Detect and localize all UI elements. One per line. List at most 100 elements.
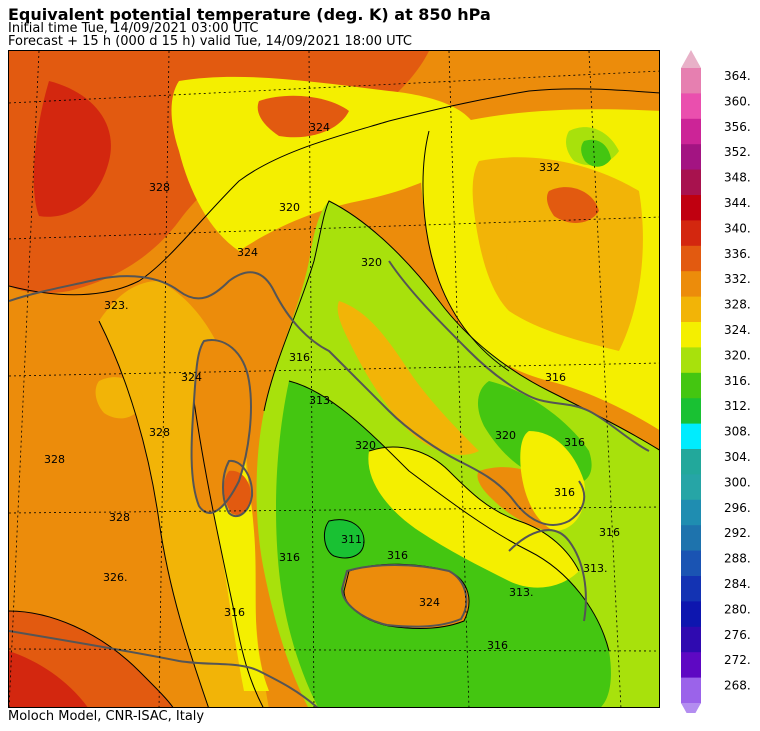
coastline <box>340 564 468 628</box>
legend-level-label: 304. <box>724 450 751 464</box>
legend-level-label: 344. <box>724 196 751 210</box>
legend-level-label: 352. <box>724 145 751 159</box>
legend-swatch <box>681 68 701 94</box>
contour-label: 323. <box>104 299 129 312</box>
contour-line <box>422 130 510 372</box>
legend-swatch <box>681 449 701 475</box>
contour-label: 316 <box>545 371 566 384</box>
contour-label: 320 <box>361 256 382 269</box>
legend-swatch <box>681 245 701 272</box>
legend-level-label: 316. <box>724 374 751 388</box>
legend-swatch <box>681 652 701 679</box>
legend-level-label: 296. <box>724 501 751 515</box>
field-greece-yellow <box>520 431 585 531</box>
contour-label: 326. <box>103 571 128 584</box>
contour-label: 316 <box>279 551 300 564</box>
legend-level-label: 284. <box>724 577 751 591</box>
legend-swatch <box>681 525 701 552</box>
field-italy-orange <box>337 301 479 455</box>
graticule-line <box>9 70 659 104</box>
legend-swatch <box>681 271 701 298</box>
contour-line <box>368 446 580 572</box>
legend-bottom-arrow <box>681 703 701 721</box>
coastline <box>222 459 254 518</box>
legend-level-label: 336. <box>724 247 751 261</box>
field-north-hotter <box>33 81 111 217</box>
field-patch-6 <box>581 139 611 167</box>
contour-line <box>263 200 659 451</box>
legend-level-label: 280. <box>724 602 751 616</box>
contour-label: 328 <box>149 181 170 194</box>
contour-label: 324 <box>237 246 258 259</box>
coastline <box>388 260 650 452</box>
graticule-line <box>9 362 659 377</box>
legend-swatch <box>681 296 701 323</box>
contour-label: 316 <box>289 351 310 364</box>
field-patch-2 <box>546 187 599 223</box>
field-patch-3 <box>506 249 554 283</box>
contour-label: 328 <box>44 453 65 466</box>
legend-swatch <box>681 474 701 501</box>
coastline <box>190 339 252 514</box>
legend-level-label: 332. <box>724 272 751 286</box>
contour-label: 316 <box>554 486 575 499</box>
contour-label: 332 <box>539 161 560 174</box>
legend-level-label: 272. <box>724 653 751 667</box>
contour-label: 320 <box>495 429 516 442</box>
field-corsica-hot <box>223 470 251 516</box>
contour-line <box>9 610 174 707</box>
contour-label: 316 <box>224 606 245 619</box>
graticule-line <box>9 216 659 240</box>
contour-label: 324 <box>419 596 440 609</box>
legend-swatch <box>681 499 701 526</box>
coastline <box>9 630 319 707</box>
contour-label: 311. <box>341 533 366 546</box>
field-alps-yellow <box>171 76 479 251</box>
contour-line <box>323 519 365 559</box>
contour-line <box>193 400 264 707</box>
legend-level-label: 292. <box>724 526 751 540</box>
legend-level-label: 276. <box>724 628 751 642</box>
forecast-validity-label: Forecast + 15 h (000 d 15 h) valid Tue, … <box>8 34 412 49</box>
theta-e-map: 328 323. 324 320 320 316 313. 320 316 31… <box>8 50 660 708</box>
legend-swatch <box>681 576 701 602</box>
field-patch-4 <box>95 377 144 419</box>
color-scale-legend: 364. 360. 356. 352. 348. 344. 340. 336. 332. 328.… <box>678 48 760 721</box>
contour-label: 316 <box>599 526 620 539</box>
contour-line <box>98 320 209 707</box>
legend-swatch <box>681 220 701 247</box>
field-balkans-orange <box>472 157 643 351</box>
legend-level-label: 364. <box>724 69 751 83</box>
legend-swatch <box>681 144 701 171</box>
legend-level-label: 300. <box>724 475 751 489</box>
legend-level-label: 324. <box>724 323 751 337</box>
contour-label: 320 <box>355 439 376 452</box>
graticule-line <box>9 506 659 514</box>
contour-label: 328 <box>109 511 130 524</box>
legend-top-arrow <box>681 50 701 68</box>
graticule-line <box>9 648 659 652</box>
contour-line <box>9 88 659 296</box>
legend-level-label: 348. <box>724 171 751 185</box>
legend-level-label: 288. <box>724 552 751 566</box>
legend-swatch <box>681 347 701 374</box>
legend-level-label: 328. <box>724 298 751 312</box>
legend-swatch <box>681 677 701 704</box>
contour-label: 313. <box>509 586 534 599</box>
legend-swatch <box>681 601 701 628</box>
field-italy-yellow <box>368 447 579 588</box>
contour-label: 324 <box>309 121 330 134</box>
legend-swatch <box>681 322 701 348</box>
contour-line <box>288 380 610 652</box>
legend-swatch <box>681 93 701 120</box>
field-patch-1 <box>257 95 349 138</box>
legend-swatch <box>681 550 701 577</box>
contour-label: 316 <box>564 436 585 449</box>
field-southwest-hotter <box>9 651 88 707</box>
legend-level-label: 268. <box>724 679 751 693</box>
coastline <box>508 529 587 622</box>
contour-label: 328 <box>149 426 170 439</box>
contour-label: 316 <box>487 639 508 652</box>
field-green-deep <box>324 519 364 558</box>
legend-level-label: 360. <box>724 94 751 108</box>
